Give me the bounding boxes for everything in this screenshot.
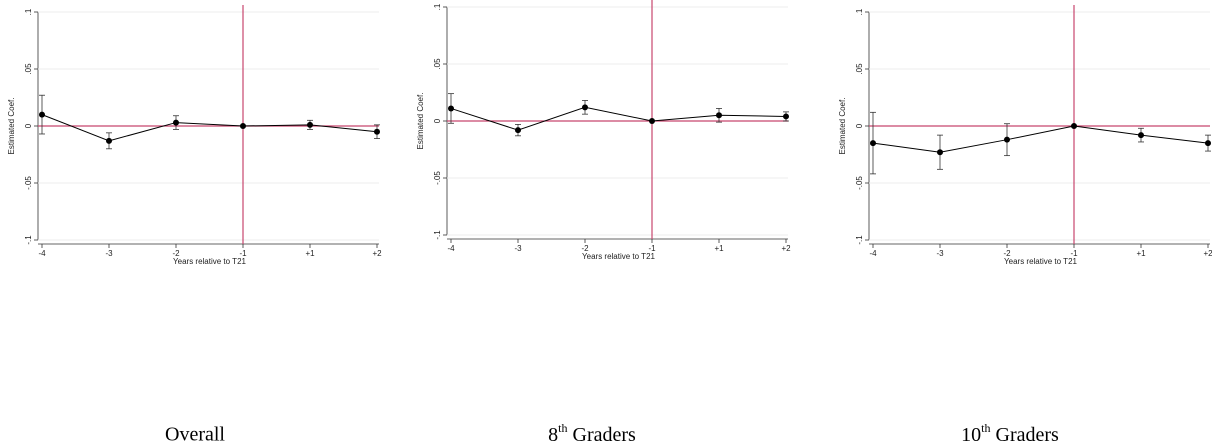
y-tick-label: .1	[433, 3, 442, 10]
y-tick-label: 0	[433, 118, 442, 123]
caption-text: 8	[548, 424, 558, 446]
x-tick-label: -4	[38, 249, 46, 258]
y-tick-label: -.1	[855, 235, 864, 245]
x-axis-label: Years relative to T21	[173, 257, 246, 266]
x-tick-label: -4	[447, 244, 455, 253]
y-tick-label: -.1	[433, 230, 442, 240]
caption-text: Graders	[568, 424, 637, 446]
y-tick-label: -.1	[24, 235, 33, 245]
x-tick-label: -3	[936, 249, 944, 258]
caption-text: Graders	[991, 424, 1060, 446]
series-line	[872, 125, 1209, 153]
point	[173, 119, 179, 126]
point	[515, 127, 521, 134]
y-tick-label: .05	[24, 63, 33, 75]
panel-caption: Overall	[165, 424, 225, 446]
x-tick-label: -2	[581, 244, 589, 253]
point	[307, 121, 313, 128]
y-axis-label: Estimated Coef.	[416, 93, 425, 150]
y-tick-label: -.05	[855, 176, 864, 190]
y-axis-label: Estimated Coef.	[7, 98, 16, 155]
x-tick-label: +1	[1136, 249, 1146, 258]
x-tick-label: +1	[305, 249, 315, 258]
panel-caption: 10th Graders	[961, 421, 1059, 446]
point	[1138, 132, 1144, 139]
y-tick-label: .05	[855, 63, 864, 75]
point	[582, 104, 588, 111]
x-tick-label: -2	[1003, 249, 1011, 258]
x-axis-label: Years relative to T21	[1004, 257, 1077, 266]
y-tick-label: -.05	[24, 176, 33, 190]
point	[448, 105, 454, 112]
point	[1004, 136, 1010, 143]
series-line	[450, 106, 787, 131]
point	[1071, 123, 1077, 129]
point	[1205, 140, 1211, 147]
point	[716, 112, 722, 119]
series-line	[41, 114, 378, 142]
point	[240, 123, 246, 129]
x-tick-label: -1	[1070, 249, 1078, 258]
panel-caption: 8th Graders	[548, 421, 636, 446]
caption-text: 10	[961, 424, 981, 446]
y-tick-label: .1	[24, 8, 33, 15]
caption-superscript: th	[981, 421, 990, 435]
y-axis-label: Estimated Coef.	[838, 98, 847, 155]
x-tick-label: -3	[105, 249, 113, 258]
point	[106, 137, 112, 144]
x-tick-label: -1	[648, 244, 656, 253]
x-axis-label: Years relative to T21	[582, 252, 655, 261]
y-tick-label: .05	[433, 58, 442, 70]
x-tick-label: -3	[514, 244, 522, 253]
x-tick-label: -4	[869, 249, 877, 258]
x-tick-label: -2	[172, 249, 180, 258]
y-tick-label: 0	[24, 123, 33, 128]
point	[649, 118, 655, 124]
y-tick-label: 0	[855, 123, 864, 128]
x-tick-label: +2	[781, 244, 791, 253]
x-tick-label: +2	[372, 249, 382, 258]
point	[783, 113, 789, 120]
y-tick-label: -.05	[433, 171, 442, 185]
y-tick-label: .1	[855, 8, 864, 15]
point	[870, 140, 876, 147]
x-tick-label: +2	[1203, 249, 1212, 258]
caption-superscript: th	[558, 421, 567, 435]
point	[374, 128, 380, 135]
x-tick-label: +1	[714, 244, 724, 253]
point	[937, 149, 943, 156]
point	[39, 111, 45, 118]
x-tick-label: -1	[239, 249, 247, 258]
